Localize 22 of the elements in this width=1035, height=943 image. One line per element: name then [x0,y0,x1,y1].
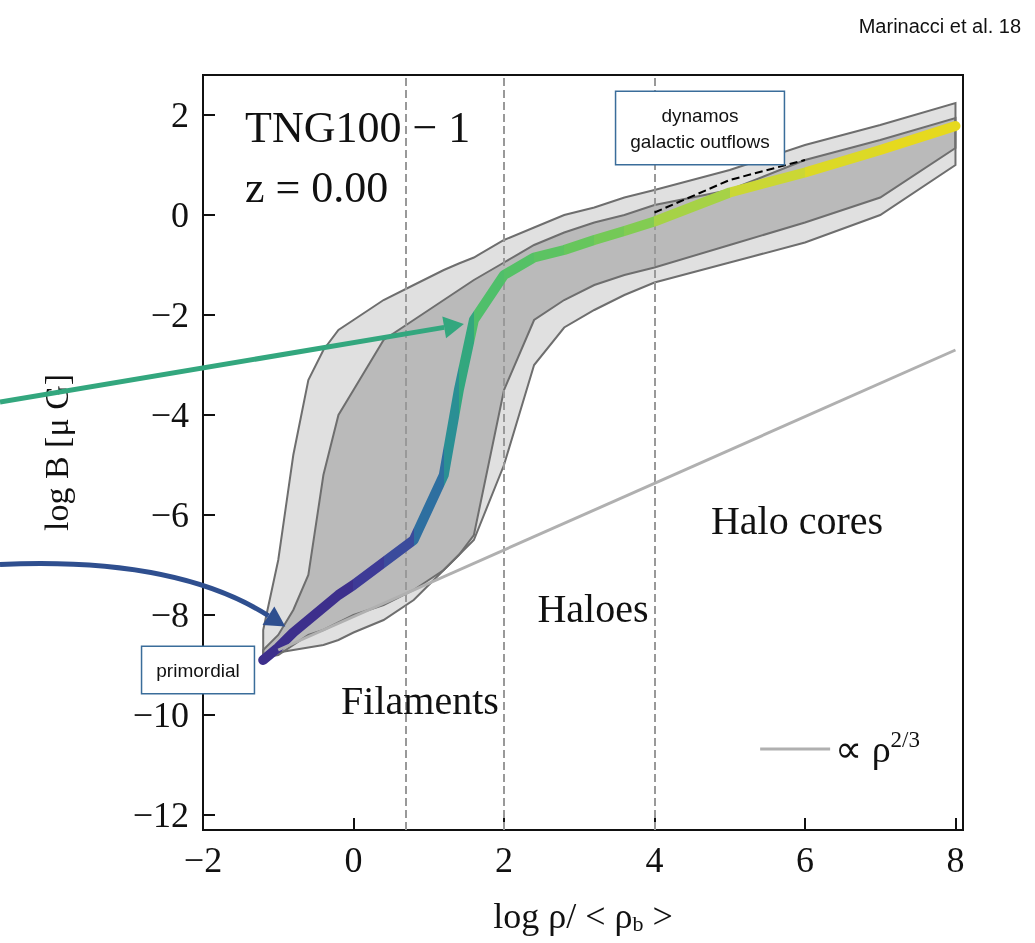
y-tick-label: 0 [171,195,189,235]
annotation: dynamos galactic outflows [630,104,770,152]
y-tick-label: 2 [171,95,189,135]
annotation: primordial [156,659,240,681]
annotation: Filaments [341,677,499,723]
x-tick-label: 8 [946,840,965,880]
y-tick-label: −2 [150,295,189,335]
y-tick-label: −8 [150,595,189,635]
x-axis-title: log ρ/ < ρb > [493,896,673,936]
y-tick-label: −6 [150,495,189,535]
x-tick-label: 4 [645,840,664,880]
x-tick-label: 6 [795,840,814,880]
text: Marinacci et al. 18 [858,14,1021,37]
annotation: Halo cores [710,497,884,543]
annotation: z = 0.00 [245,163,389,212]
x-tick-label: 2 [494,840,513,880]
x-tick-label: 0 [344,840,363,880]
annotation: TNG100 − 1 [245,103,471,152]
y-tick-label: −12 [132,795,189,835]
y-tick-label: −4 [150,395,189,435]
annotation: Haloes [537,585,649,631]
y-tick-label: −10 [132,695,189,735]
